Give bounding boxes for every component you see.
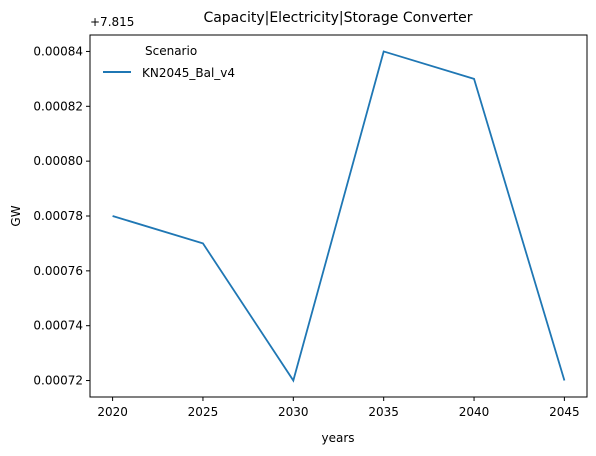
- y-tick-label-0.00074: 0.00074: [33, 319, 83, 333]
- y-offset-label: +7.815: [90, 15, 134, 29]
- y-axis: 0.00072 0.00074 0.00076 0.00078 0.00080 0.000…: [33, 44, 90, 388]
- chart-title: Capacity|Electricity|Storage Converter: [203, 10, 472, 26]
- x-tick-label-2045: 2045: [549, 405, 580, 419]
- x-tick-label-2035: 2035: [368, 405, 399, 419]
- x-tick-label-2030: 2030: [278, 405, 309, 419]
- x-axis-label: years: [321, 431, 354, 445]
- y-tick-label-0.00082: 0.00082: [33, 99, 83, 113]
- series-layer: [112, 50, 566, 383]
- x-tick-label-2040: 2040: [459, 405, 490, 419]
- legend-title: Scenario: [145, 44, 197, 58]
- y-tick-label-0.00072: 0.00072: [33, 374, 83, 388]
- y-tick-label-0.00078: 0.00078: [33, 209, 83, 223]
- legend-entry-kn2045-bal-v4: KN2045_Bal_v4: [142, 66, 235, 80]
- series-line-kn2045-bal-v4: [112, 50, 566, 383]
- legend: Scenario KN2045_Bal_v4: [103, 44, 235, 80]
- y-axis-label: GW: [9, 205, 23, 226]
- x-tick-label-2025: 2025: [188, 405, 219, 419]
- y-tick-label-0.00076: 0.00076: [33, 264, 83, 278]
- y-tick-label-0.00080: 0.00080: [33, 154, 83, 168]
- x-axis: 2020 2025 2030 2035 2040 2045: [97, 397, 580, 419]
- x-tick-label-2020: 2020: [97, 405, 128, 419]
- y-tick-label-0.00084: 0.00084: [33, 44, 83, 58]
